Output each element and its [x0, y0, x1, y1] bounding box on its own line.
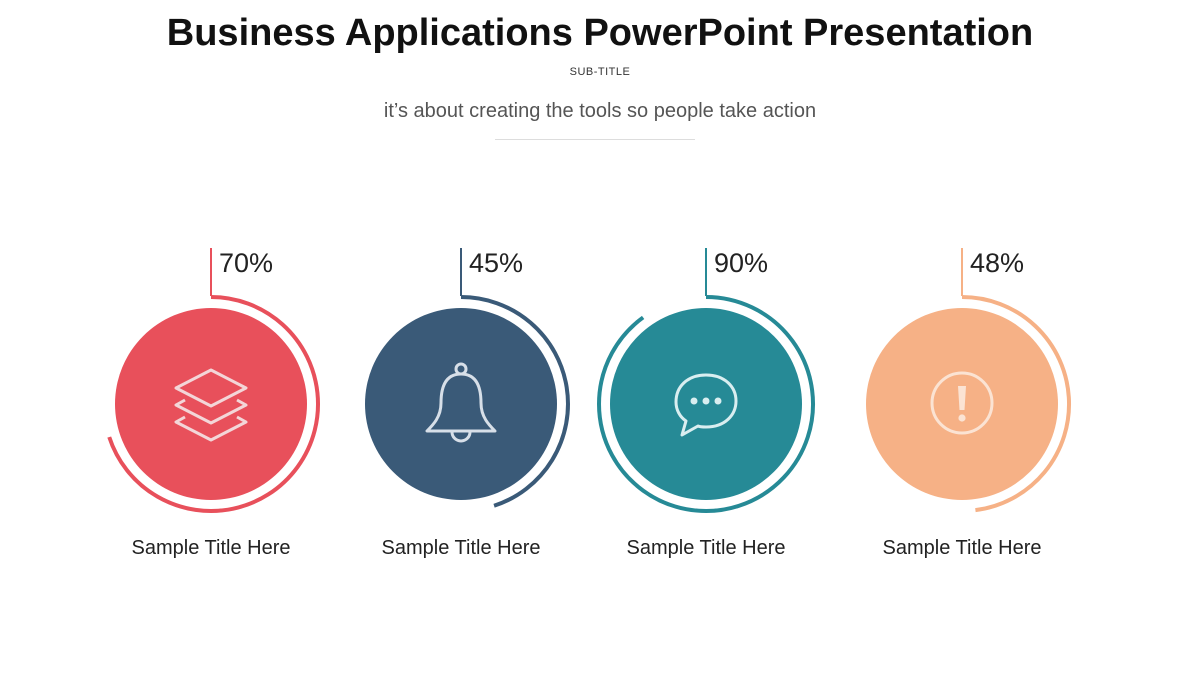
progress-item-4: 48% Sample Title Here	[842, 230, 1082, 590]
percent-value: 48%	[970, 248, 1025, 278]
percent-value: 45%	[469, 248, 524, 278]
title-divider	[495, 139, 695, 140]
progress-disc	[115, 308, 307, 500]
progress-arc	[460, 295, 570, 508]
percent-value: 90%	[714, 248, 769, 278]
progress-arc	[597, 295, 815, 513]
percent-marker	[460, 248, 462, 296]
percent-marker	[961, 248, 963, 296]
item-title: Sample Title Here	[131, 537, 291, 559]
alert-icon	[930, 371, 994, 435]
percent-marker	[705, 248, 707, 296]
sub-title: SUB-TITLE	[569, 66, 631, 78]
percent-value: 70%	[219, 248, 274, 278]
progress-arc	[961, 295, 1072, 513]
page-title: Business Applications PowerPoint Present…	[166, 12, 1034, 54]
tagline: it’s about creating the tools so people …	[383, 100, 817, 122]
progress-item-2: 45% Sample Title Here	[341, 230, 581, 590]
progress-item-1: 70% Sample Title Here	[91, 230, 331, 590]
item-title: Sample Title Here	[882, 537, 1042, 559]
progress-ring	[107, 295, 320, 513]
chat-bubble-icon	[674, 373, 738, 437]
item-title: Sample Title Here	[626, 537, 786, 559]
progress-disc	[365, 308, 557, 500]
progress-ring	[365, 295, 570, 508]
item-title: Sample Title Here	[381, 537, 541, 559]
progress-item-3: 90% Sample Title Here	[586, 230, 826, 590]
percent-marker	[210, 248, 212, 296]
progress-arc	[107, 295, 320, 513]
layers-icon	[174, 368, 248, 442]
bell-icon	[425, 362, 497, 443]
